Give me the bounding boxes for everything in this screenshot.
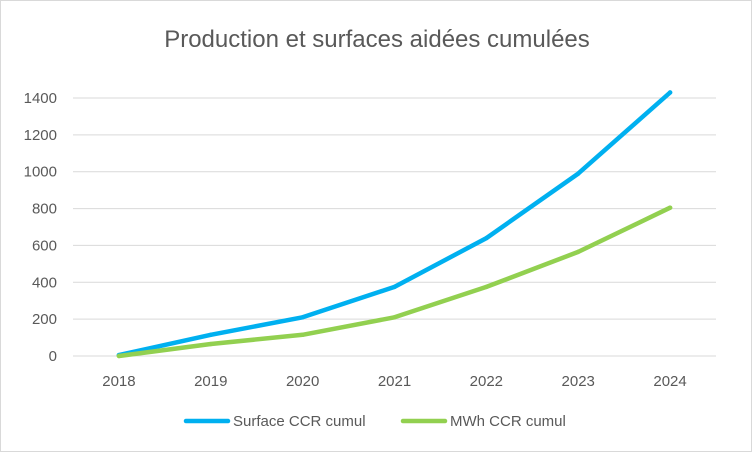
legend-label: MWh CCR cumul — [450, 413, 566, 430]
data-point — [576, 249, 581, 255]
data-point — [667, 90, 673, 95]
data-point — [208, 332, 213, 338]
x-tick-label: 2020 — [286, 373, 319, 390]
data-point — [116, 353, 122, 359]
gridlines — [73, 97, 716, 357]
x-axis-ticks: 2018 2019 2020 2021 2022 2023 2024 — [102, 373, 687, 390]
data-point — [392, 284, 397, 290]
x-tick-label: 2018 — [102, 373, 135, 390]
y-tick-label: 800 — [32, 201, 57, 218]
y-tick-label: 0 — [49, 348, 57, 365]
x-tick-label: 2022 — [470, 373, 503, 390]
x-tick-label: 2019 — [194, 373, 227, 390]
data-point — [484, 284, 489, 290]
data-point — [208, 341, 213, 347]
y-tick-label: 1400 — [24, 90, 57, 107]
y-tick-label: 400 — [32, 274, 57, 291]
data-point — [300, 315, 305, 320]
data-point — [576, 171, 581, 176]
y-tick-label: 1000 — [24, 164, 57, 181]
y-tick-label: 200 — [32, 311, 57, 328]
data-point — [300, 332, 305, 338]
x-tick-label: 2023 — [562, 373, 595, 390]
x-tick-label: 2024 — [653, 373, 686, 390]
legend-label: Surface CCR cumul — [233, 413, 366, 430]
legend: Surface CCR cumul MWh CCR cumul — [183, 413, 566, 430]
series-lines — [116, 90, 673, 359]
y-tick-label: 600 — [32, 237, 57, 254]
data-point — [392, 315, 397, 320]
data-point — [484, 235, 489, 241]
y-axis-ticks: 0 200 400 600 800 1000 1200 1400 — [24, 90, 57, 365]
data-point — [667, 205, 673, 210]
x-tick-label: 2021 — [378, 373, 411, 390]
y-tick-label: 1200 — [24, 127, 57, 144]
chart-title: Production et surfaces aidées cumulées — [164, 26, 590, 53]
